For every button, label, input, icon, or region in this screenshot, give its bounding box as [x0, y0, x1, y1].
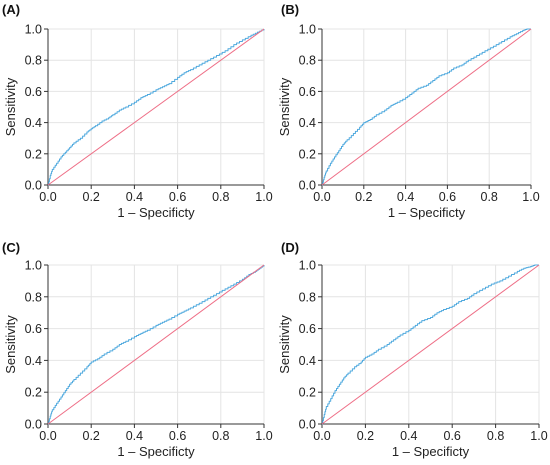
y-tick-label: 0.0 — [25, 418, 42, 432]
x-tick-label: 0.6 — [169, 190, 186, 204]
y-tick-label: 0.8 — [299, 290, 316, 304]
y-tick-label: 0.0 — [299, 179, 316, 193]
chart-panel: 0.00.0 0.2 0.2 0.4 0.4 0.6 0.6 0.8 0.8 1.0 1.0 1 – … — [2, 2, 273, 220]
y-tick-label: 1.0 — [25, 23, 42, 37]
y-tick-label: 0.6 — [25, 85, 42, 99]
x-axis-label: 1 – Specificty — [117, 205, 195, 220]
x-tick-label: 1.0 — [255, 190, 272, 204]
reference-line — [47, 264, 265, 425]
y-tick-label: 0.2 — [299, 386, 316, 400]
roc-curve — [48, 265, 265, 425]
roc-curve — [322, 264, 539, 425]
roc-curve — [48, 29, 265, 186]
y-tick-label: 1.0 — [25, 259, 42, 273]
x-tick-label: 1.0 — [522, 190, 539, 204]
chart-panel: 0.00.0 0.2 0.2 0.4 0.4 0.6 0.6 0.8 0.8 1.0 1.0 1 – … — [2, 240, 273, 459]
y-tick-label: 0.6 — [299, 85, 316, 99]
reference-line — [321, 264, 540, 425]
y-tick-label: 0.4 — [25, 354, 42, 368]
x-tick-label: 0.2 — [83, 429, 100, 443]
x-tick-label: 0.2 — [355, 190, 372, 204]
x-axis-label: 1 – Specificty — [388, 205, 466, 220]
x-tick-label: 0.2 — [357, 429, 374, 443]
panel-label: (A) — [2, 2, 20, 17]
panel-label: (C) — [2, 240, 20, 255]
x-tick-label: 0.0 — [39, 429, 56, 443]
panel-label: (B) — [281, 2, 299, 17]
y-tick-label: 0.0 — [25, 179, 42, 193]
x-tick-label: 0.4 — [400, 429, 417, 443]
y-tick-label: 0.6 — [299, 322, 316, 336]
x-tick-label: 0.8 — [487, 429, 504, 443]
y-axis-label: Sensitivity — [277, 315, 292, 374]
y-tick-label: 0.2 — [25, 386, 42, 400]
x-axis-label: 1 – Specificty — [117, 444, 195, 459]
y-tick-label: 0.0 — [299, 418, 316, 432]
y-axis-label: Sensitivity — [3, 315, 18, 374]
chart-panel: 0.00.0 0.2 0.2 0.4 0.4 0.6 0.6 0.8 0.8 1.0 1.0 1 – … — [277, 2, 540, 220]
y-tick-label: 0.4 — [25, 116, 42, 130]
chart-panel: 0.00.0 0.2 0.2 0.4 0.4 0.6 0.6 0.8 0.8 1.0 1.0 1 – … — [277, 240, 548, 459]
y-tick-label: 0.2 — [299, 147, 316, 161]
x-tick-label: 0.2 — [83, 190, 100, 204]
reference-line — [321, 28, 532, 186]
y-axis-label: Sensitivity — [3, 77, 18, 136]
y-tick-label: 0.8 — [299, 54, 316, 68]
y-tick-label: 0.4 — [299, 116, 316, 130]
panel-label: (D) — [281, 240, 299, 255]
roc-curve — [322, 28, 531, 186]
x-tick-label: 0.8 — [481, 190, 498, 204]
x-tick-label: 0.0 — [313, 429, 330, 443]
x-tick-label: 0.0 — [313, 190, 330, 204]
x-tick-label: 0.6 — [169, 429, 186, 443]
x-tick-label: 0.4 — [126, 429, 143, 443]
y-tick-label: 0.4 — [299, 354, 316, 368]
reference-line — [47, 28, 265, 186]
y-axis-label: Sensitivity — [277, 77, 292, 136]
x-tick-label: 0.6 — [439, 190, 456, 204]
x-tick-label: 0.0 — [39, 190, 56, 204]
x-tick-label: 0.8 — [212, 429, 229, 443]
y-tick-label: 0.8 — [25, 54, 42, 68]
x-tick-label: 0.4 — [126, 190, 143, 204]
y-tick-label: 0.6 — [25, 322, 42, 336]
x-axis-label: 1 – Specificty — [392, 444, 470, 459]
y-tick-label: 0.8 — [25, 290, 42, 304]
x-tick-label: 1.0 — [530, 429, 547, 443]
y-tick-label: 1.0 — [299, 259, 316, 273]
y-tick-label: 0.2 — [25, 147, 42, 161]
x-tick-label: 0.6 — [444, 429, 461, 443]
y-tick-label: 1.0 — [299, 23, 316, 37]
x-tick-label: 0.4 — [397, 190, 414, 204]
x-tick-label: 0.8 — [212, 190, 229, 204]
x-tick-label: 1.0 — [255, 429, 272, 443]
